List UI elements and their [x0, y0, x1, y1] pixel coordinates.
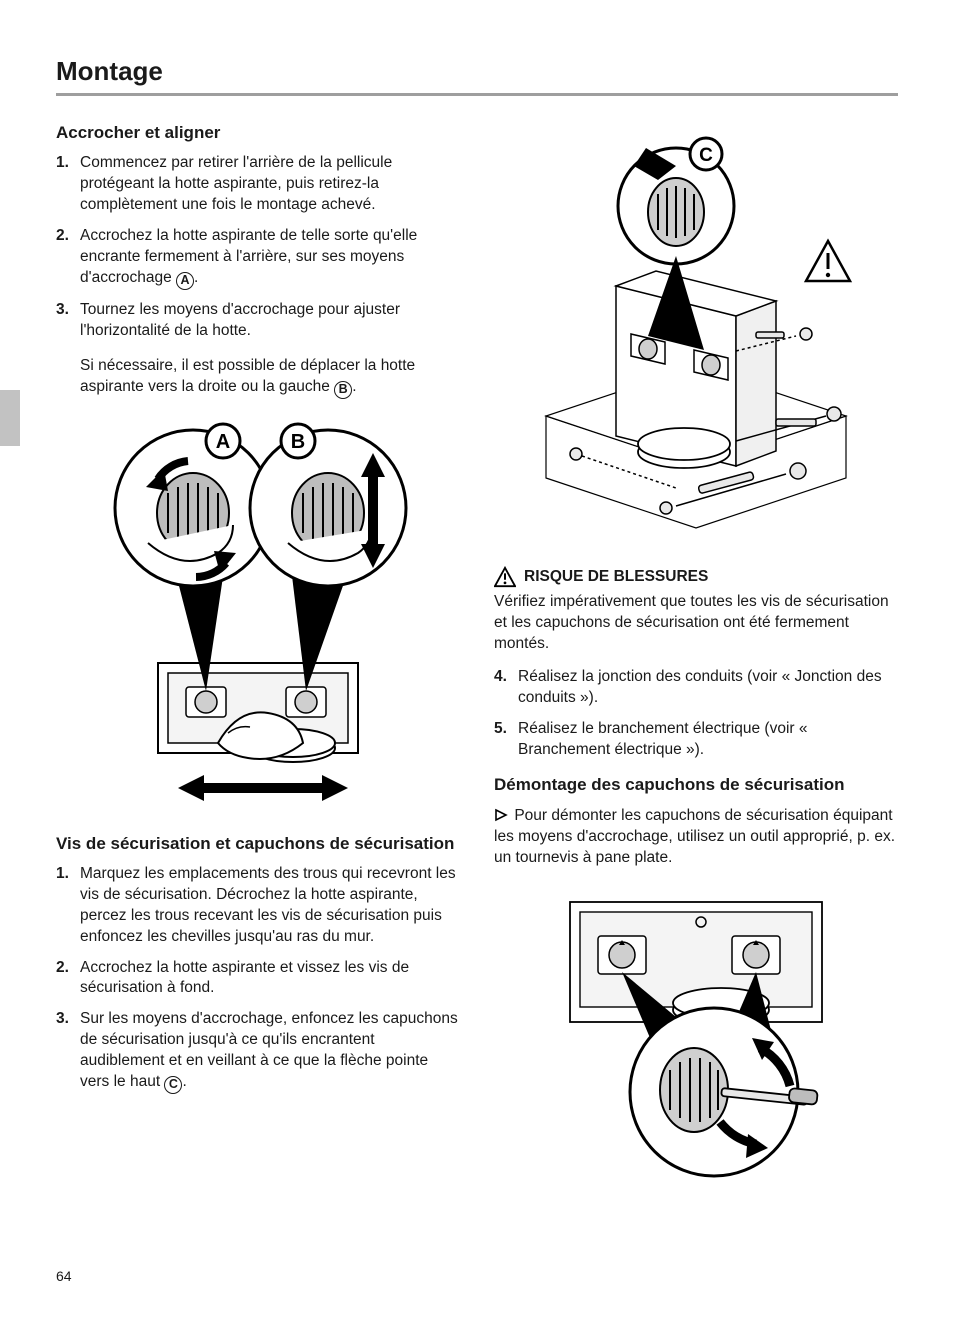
- list-item: 4. Réalisez la jonction des conduits (vo…: [494, 667, 898, 709]
- right-column: C RISQUE DE BLESSURES Vérifiez impérativ…: [494, 122, 898, 1202]
- item-number: 3.: [56, 300, 69, 321]
- subhead-accrocher: Accrocher et aligner: [56, 122, 460, 143]
- item-text: Commencez par retirer l'arrière de la pe…: [80, 154, 392, 213]
- page-title: Montage: [56, 56, 898, 96]
- demontage-text: Pour démonter les capuchons de sécurisat…: [494, 806, 898, 869]
- left-column: Accrocher et aligner 1. Commencez par re…: [56, 122, 460, 1202]
- fig-label-b: B: [291, 431, 305, 453]
- marker-b: B: [334, 381, 352, 399]
- warning-text: Vérifiez impérativement que toutes les v…: [494, 592, 898, 655]
- list-accrocher: 1. Commencez par retirer l'arrière de la…: [56, 153, 460, 341]
- figure-remove-cap: [494, 882, 898, 1182]
- list-item: 3. Sur les moyens d'accrochage, enfoncez…: [56, 1009, 460, 1094]
- item-text: Sur les moyens d'accrochage, enfoncez le…: [80, 1010, 458, 1090]
- warning-icon: [494, 566, 516, 588]
- item-text: Réalisez le branchement électrique (voir…: [518, 720, 807, 758]
- item-tail: .: [182, 1073, 186, 1090]
- item-text: Accrochez la hotte aspirante de telle so…: [80, 227, 417, 286]
- list-item: 1. Marquez les emplacements des trous qu…: [56, 864, 460, 948]
- content-columns: Accrocher et aligner 1. Commencez par re…: [56, 122, 898, 1202]
- item-text: Réalisez la jonction des conduits (voir …: [518, 668, 882, 706]
- demontage-body: Pour démonter les capuchons de sécurisat…: [494, 807, 895, 866]
- list-continuation: Si nécessaire, il est possible de déplac…: [56, 356, 460, 399]
- item-text: Accrochez la hotte aspirante et vissez l…: [80, 959, 409, 997]
- item-number: 2.: [56, 958, 69, 979]
- play-icon: [494, 808, 508, 822]
- warning-heading: RISQUE DE BLESSURES: [494, 566, 898, 588]
- cont-tail: .: [352, 378, 356, 395]
- item-number: 1.: [56, 153, 69, 174]
- marker-c: C: [164, 1076, 182, 1094]
- item-text: Tournez les moyens d'accrochage pour aju…: [80, 301, 400, 339]
- list-item: 2. Accrochez la hotte aspirante et visse…: [56, 958, 460, 1000]
- figure-cap-c: C: [494, 136, 898, 546]
- warning-label: RISQUE DE BLESSURES: [524, 568, 708, 586]
- item-number: 1.: [56, 864, 69, 885]
- item-number: 5.: [494, 719, 507, 740]
- marker-a: A: [176, 272, 194, 290]
- side-tab: [0, 390, 20, 446]
- list-item: 2. Accrochez la hotte aspirante de telle…: [56, 226, 460, 290]
- list-item: 1. Commencez par retirer l'arrière de la…: [56, 153, 460, 216]
- cont-text: Si nécessaire, il est possible de déplac…: [80, 357, 415, 395]
- subhead-vis: Vis de sécurisation et capuchons de sécu…: [56, 833, 460, 854]
- subhead-demontage: Démontage des capuchons de sécurisation: [494, 774, 898, 795]
- item-tail: .: [194, 269, 198, 286]
- list-vis: 1. Marquez les emplacements des trous qu…: [56, 864, 460, 1094]
- item-number: 3.: [56, 1009, 69, 1030]
- fig-label-c: C: [699, 145, 713, 166]
- item-number: 4.: [494, 667, 507, 688]
- page-number: 64: [56, 1268, 72, 1284]
- item-number: 2.: [56, 226, 69, 247]
- item-text: Marquez les emplacements des trous qui r…: [80, 865, 456, 945]
- fig-label-a: A: [216, 431, 230, 453]
- list-item: 5. Réalisez le branchement électrique (v…: [494, 719, 898, 761]
- list-item: 3. Tournez les moyens d'accrochage pour …: [56, 300, 460, 342]
- list-4-5: 4. Réalisez la jonction des conduits (vo…: [494, 667, 898, 761]
- figure-hook-align: A: [56, 413, 460, 813]
